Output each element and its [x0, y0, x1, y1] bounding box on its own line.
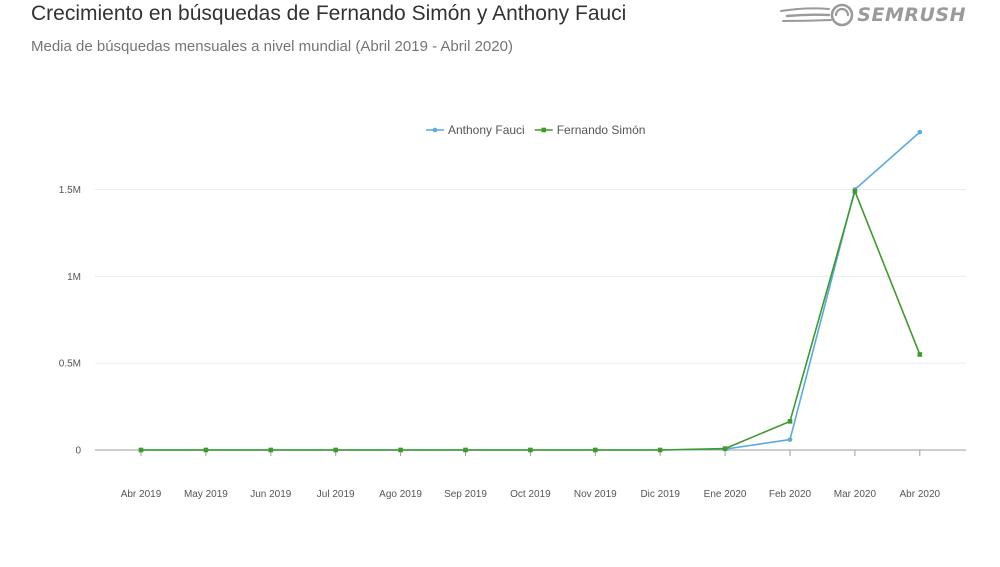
x-tick-label: Ene 2020 [704, 489, 747, 500]
series-line-fernando-simon [141, 190, 921, 451]
data-point-fernando-simon [787, 419, 793, 424]
legend: Anthony Fauci Fernando Simón [426, 123, 645, 137]
legend-label-anthony-fauci: Anthony Fauci [448, 123, 525, 137]
axes: 0 0.5M 1M 1.5M Abr 2019 May 2019 Jun 2019 Jul 2… [59, 185, 966, 500]
data-point-fernando-simon [138, 447, 144, 453]
x-tick-label: Nov 2019 [574, 489, 617, 500]
semrush-wordmark: SEMRUSH [857, 4, 966, 26]
x-tick-label: Abr 2020 [900, 489, 941, 500]
y-tick-label: 0 [75, 446, 81, 457]
legend-marker-anthony-fauci [432, 127, 438, 133]
data-point-fernando-simon [528, 447, 533, 453]
data-point-fernando-simon [657, 447, 663, 453]
data-point-anthony-fauci [917, 129, 923, 135]
y-tick-label: 1M [67, 272, 81, 283]
y-tick-label: 0.5M [59, 359, 81, 370]
series-line-anthony-fauci [141, 131, 921, 451]
chart-subtitle: Media de búsquedas mensuales a nivel mun… [31, 38, 513, 55]
chart-title: Crecimiento en búsquedas de Fernando Sim… [31, 2, 627, 25]
data-point-fernando-simon [203, 447, 209, 453]
semrush-logo: SEMRUSH [779, 2, 966, 28]
data-point-fernando-simon [593, 447, 598, 453]
grid-lines [95, 188, 966, 364]
x-tick-label: May 2019 [184, 489, 228, 500]
x-tick-label: Mar 2020 [834, 489, 877, 500]
x-tick-label: Oct 2019 [510, 489, 551, 500]
series [138, 129, 923, 453]
legend-marker-fernando-simon [541, 127, 547, 133]
x-tick-label: Jul 2019 [317, 489, 355, 500]
data-point-fernando-simon [463, 447, 468, 453]
x-tick-label: Abr 2019 [121, 489, 162, 500]
data-point-fernando-simon [398, 447, 403, 453]
x-tick-label: Feb 2020 [769, 489, 812, 500]
data-point-fernando-simon [333, 447, 338, 453]
legend-label-fernando-simon: Fernando Simón [557, 123, 646, 137]
x-tick-label: Sep 2019 [444, 489, 487, 500]
data-point-fernando-simon [722, 446, 728, 451]
data-point-fernando-simon [268, 447, 274, 453]
x-tick-label: Jun 2019 [250, 489, 292, 500]
x-tick-label: Dic 2019 [640, 489, 680, 500]
data-point-anthony-fauci [787, 437, 793, 442]
semrush-fireball-icon [780, 3, 854, 27]
y-tick-label: 1.5M [59, 185, 81, 196]
x-tick-label: Ago 2019 [379, 489, 422, 500]
data-point-fernando-simon [917, 352, 923, 357]
data-point-fernando-simon [852, 188, 858, 194]
